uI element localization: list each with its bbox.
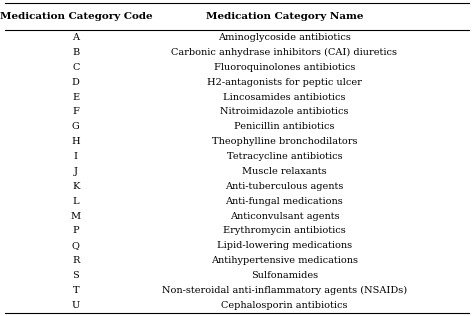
Text: S: S <box>73 271 79 280</box>
Text: B: B <box>72 48 80 57</box>
Text: Lipid-lowering medications: Lipid-lowering medications <box>217 241 352 250</box>
Text: T: T <box>73 286 79 295</box>
Text: E: E <box>72 93 80 101</box>
Text: H2-antagonists for peptic ulcer: H2-antagonists for peptic ulcer <box>207 78 362 87</box>
Text: Nitroimidazole antibiotics: Nitroimidazole antibiotics <box>220 107 349 116</box>
Text: Medication Category Code: Medication Category Code <box>0 12 152 21</box>
Text: Muscle relaxants: Muscle relaxants <box>242 167 327 176</box>
Text: G: G <box>72 122 80 131</box>
Text: F: F <box>73 107 79 116</box>
Text: Theophylline bronchodilators: Theophylline bronchodilators <box>212 137 357 146</box>
Text: Medication Category Name: Medication Category Name <box>206 12 363 21</box>
Text: Anticonvulsant agents: Anticonvulsant agents <box>229 212 339 221</box>
Text: Anti-fungal medications: Anti-fungal medications <box>226 197 343 206</box>
Text: Erythromycin antibiotics: Erythromycin antibiotics <box>223 227 346 235</box>
Text: Sulfonamides: Sulfonamides <box>251 271 318 280</box>
Text: C: C <box>72 63 80 72</box>
Text: R: R <box>72 256 80 265</box>
Text: Anti-tuberculous agents: Anti-tuberculous agents <box>225 182 344 191</box>
Text: Penicillin antibiotics: Penicillin antibiotics <box>234 122 335 131</box>
Text: L: L <box>73 197 79 206</box>
Text: U: U <box>72 301 80 310</box>
Text: Fluoroquinolones antibiotics: Fluoroquinolones antibiotics <box>214 63 355 72</box>
Text: M: M <box>71 212 81 221</box>
Text: Cephalosporin antibiotics: Cephalosporin antibiotics <box>221 301 347 310</box>
Text: K: K <box>72 182 80 191</box>
Text: J: J <box>74 167 78 176</box>
Text: Q: Q <box>72 241 80 250</box>
Text: H: H <box>72 137 80 146</box>
Text: Tetracycline antibiotics: Tetracycline antibiotics <box>227 152 342 161</box>
Text: Non-steroidal anti-inflammatory agents (NSAIDs): Non-steroidal anti-inflammatory agents (… <box>162 286 407 295</box>
Text: A: A <box>73 33 79 42</box>
Text: Aminoglycoside antibiotics: Aminoglycoside antibiotics <box>218 33 351 42</box>
Text: Antihypertensive medications: Antihypertensive medications <box>211 256 358 265</box>
Text: P: P <box>73 227 79 235</box>
Text: D: D <box>72 78 80 87</box>
Text: I: I <box>74 152 78 161</box>
Text: Carbonic anhydrase inhibitors (CAI) diuretics: Carbonic anhydrase inhibitors (CAI) diur… <box>172 48 397 57</box>
Text: Lincosamides antibiotics: Lincosamides antibiotics <box>223 93 346 101</box>
